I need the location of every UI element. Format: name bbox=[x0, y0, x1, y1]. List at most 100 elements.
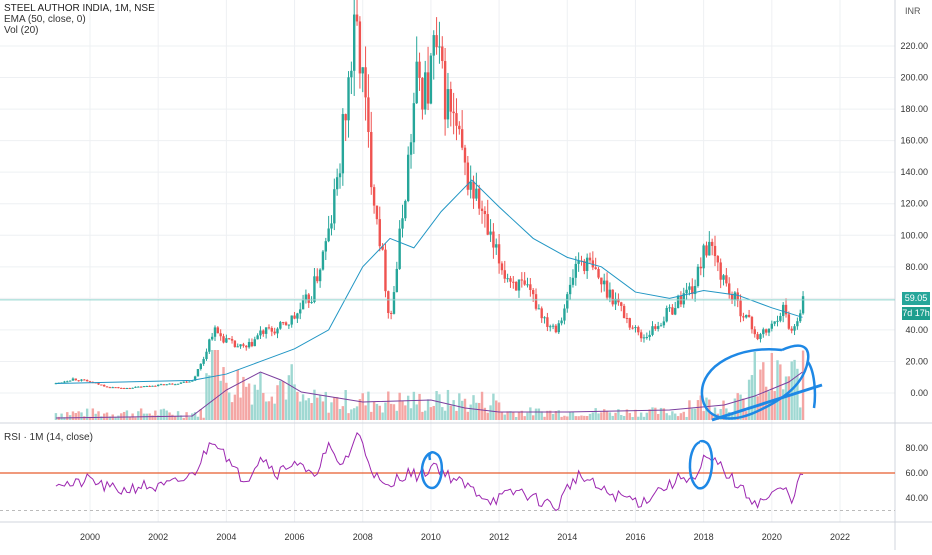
candle-body bbox=[588, 257, 592, 261]
candle-body bbox=[659, 325, 663, 327]
volume-bar bbox=[691, 408, 694, 420]
candle-body bbox=[764, 329, 768, 333]
candle-body bbox=[730, 294, 734, 300]
volume-bar bbox=[620, 414, 623, 420]
volume-bar bbox=[733, 398, 737, 420]
volume-bar bbox=[324, 391, 327, 420]
volume-bar bbox=[719, 409, 722, 420]
candle-body bbox=[691, 286, 694, 295]
volume-bar bbox=[478, 402, 481, 420]
candle-body bbox=[171, 383, 174, 385]
candle-body bbox=[250, 342, 254, 347]
volume-bar bbox=[514, 416, 518, 420]
candle-body bbox=[364, 67, 367, 98]
volume-bar bbox=[281, 381, 285, 420]
volume-bar bbox=[318, 395, 322, 420]
volume-bar bbox=[347, 413, 350, 420]
candle-body bbox=[179, 382, 183, 384]
volume-bar bbox=[88, 416, 92, 420]
volume-bar bbox=[520, 410, 524, 420]
candle-body bbox=[353, 14, 356, 71]
candle-body bbox=[137, 386, 140, 388]
volume-bar bbox=[117, 415, 120, 420]
candle-body bbox=[185, 381, 188, 383]
candle-body bbox=[475, 188, 478, 199]
candle-body bbox=[111, 387, 114, 389]
candle-body bbox=[316, 276, 319, 282]
time-tick-label: 2014 bbox=[557, 532, 577, 542]
rsi-tick-label: 40.00 bbox=[905, 493, 928, 503]
volume-bar bbox=[574, 416, 577, 420]
candle-body bbox=[230, 338, 234, 341]
candle-body bbox=[97, 382, 100, 385]
candle-body bbox=[512, 281, 515, 283]
volume-bar bbox=[290, 364, 293, 420]
candle-body bbox=[614, 298, 617, 305]
volume-bar bbox=[401, 400, 404, 420]
candle-body bbox=[554, 325, 558, 333]
candle-body bbox=[66, 381, 69, 383]
time-tick-label: 2004 bbox=[216, 532, 236, 542]
candle-body bbox=[603, 280, 606, 285]
candle-body bbox=[591, 260, 595, 268]
volume-bar bbox=[665, 413, 668, 420]
volume-bar bbox=[421, 411, 424, 420]
candle-body bbox=[529, 284, 532, 291]
candle-body bbox=[293, 315, 296, 319]
candle-body bbox=[165, 384, 168, 386]
volume-bar bbox=[239, 397, 242, 420]
rsi-axis: 80.00 60.00 40.00 bbox=[905, 443, 928, 503]
candle-body bbox=[463, 147, 467, 163]
volume-bar bbox=[475, 402, 478, 420]
chart-title: STEEL AUTHOR INDIA, 1M, NSE bbox=[4, 3, 155, 14]
candle-body bbox=[693, 286, 697, 295]
volume-bar bbox=[642, 416, 646, 420]
candle-body bbox=[773, 321, 776, 324]
volume-bar bbox=[605, 410, 609, 420]
volume-bar bbox=[122, 411, 126, 420]
candle-body bbox=[355, 14, 359, 22]
volume-bar bbox=[230, 402, 234, 420]
volume-bar bbox=[611, 415, 614, 420]
volume-bar bbox=[747, 379, 751, 420]
candle-body bbox=[392, 292, 396, 314]
volume-bar bbox=[759, 369, 762, 420]
candle-body bbox=[543, 317, 546, 319]
candle-body bbox=[233, 340, 237, 347]
candle-body bbox=[455, 113, 458, 126]
candle-body bbox=[100, 384, 103, 386]
candle-body bbox=[125, 388, 129, 390]
volume-bar bbox=[799, 407, 802, 420]
volume-bar bbox=[176, 411, 180, 420]
volume-bar bbox=[361, 393, 364, 420]
candle-body bbox=[299, 309, 302, 314]
candle-body bbox=[321, 251, 325, 270]
volume-bar bbox=[722, 400, 725, 420]
volume-bar bbox=[449, 405, 452, 420]
time-tick-label: 2010 bbox=[421, 532, 441, 542]
volume-bar bbox=[279, 380, 282, 420]
candle-body bbox=[242, 344, 245, 346]
volume-bar bbox=[600, 412, 603, 420]
volume-bar bbox=[188, 417, 191, 420]
volume-bar bbox=[159, 409, 163, 420]
candle-body bbox=[432, 35, 435, 56]
volume-bar bbox=[60, 413, 63, 420]
candle-body bbox=[68, 380, 72, 382]
candle-body bbox=[296, 313, 299, 319]
volume-bar bbox=[256, 389, 259, 420]
candle-body bbox=[381, 246, 384, 250]
volume-bar bbox=[128, 416, 131, 420]
candle-body bbox=[478, 188, 481, 209]
price-tick-label: 0.00 bbox=[910, 388, 928, 398]
candle-body bbox=[705, 245, 708, 256]
volume-bar bbox=[483, 407, 487, 420]
volume-bar bbox=[333, 397, 336, 420]
candle-body bbox=[279, 322, 282, 329]
candle-body bbox=[620, 302, 623, 306]
candle-body bbox=[801, 296, 805, 314]
candle-body bbox=[549, 326, 552, 328]
candle-body bbox=[534, 294, 538, 309]
